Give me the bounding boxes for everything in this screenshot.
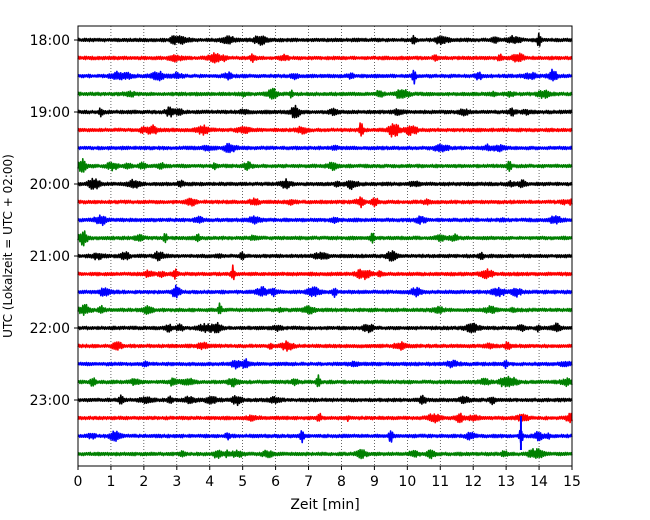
seismic-trace-2345 [77, 448, 573, 460]
x-tick-label: 9 [370, 474, 379, 490]
seismic-trace-1900 [77, 104, 573, 119]
seismic-trace-1815 [77, 52, 573, 64]
x-tick-label: 13 [497, 474, 515, 490]
x-tick-label: 4 [205, 474, 214, 490]
seismic-trace-1830 [77, 68, 573, 85]
seismic-trace-2000 [77, 177, 573, 191]
seismic-trace-2330 [77, 429, 573, 444]
seismic-trace-2015 [77, 196, 573, 209]
plot-frame [77, 25, 573, 467]
seismic-trace-2030 [77, 214, 573, 227]
seismic-trace-1845 [77, 87, 573, 100]
x-tick-label: 11 [431, 474, 449, 490]
seismic-trace-2045 [77, 230, 573, 247]
x-tick-label: 0 [74, 474, 83, 490]
x-tick-label: 14 [530, 474, 548, 490]
y-tick-label: 20:00 [30, 177, 70, 193]
y-axis-label: UTC (Lokalzeit = UTC + 02:00) [1, 154, 15, 338]
x-tick-label: 1 [106, 474, 115, 490]
seismic-trace-2145 [77, 302, 573, 316]
x-tick-label: 10 [398, 474, 416, 490]
x-tick-label: 12 [464, 474, 482, 490]
seismic-trace-2230 [77, 358, 573, 370]
y-tick-label: 23:00 [30, 393, 70, 409]
y-tick-label: 22:00 [30, 321, 70, 337]
seismic-trace-2200 [77, 321, 573, 334]
seismic-trace-2215 [77, 340, 573, 352]
seismic-trace-1930 [77, 142, 573, 154]
x-tick-label: 5 [238, 474, 247, 490]
seismic-trace-2300 [77, 394, 573, 407]
seismic-trace-2130 [77, 284, 573, 299]
x-tick-label: 6 [271, 474, 280, 490]
x-tick-label: 7 [304, 474, 313, 490]
seismic-traces [77, 32, 573, 460]
x-axis-ticks: 0 1 2 3 4 5 6 7 8 9 10 11 12 13 14 15 [74, 466, 581, 490]
seismic-trace-1800 [77, 32, 573, 47]
y-tick-label: 19:00 [30, 105, 70, 121]
seismic-trace-1915 [77, 122, 573, 138]
x-axis-label: Zeit [min] [290, 497, 359, 513]
seismic-trace-1945 [77, 158, 573, 173]
x-tick-label: 8 [337, 474, 346, 490]
x-tick-label: 2 [139, 474, 148, 490]
x-tick-label: 15 [563, 474, 581, 490]
seismic-trace-2115 [77, 264, 573, 281]
y-tick-label: 18:00 [30, 33, 70, 49]
seismic-trace-2315 [77, 412, 573, 424]
y-tick-label: 21:00 [30, 249, 70, 265]
grid-lines [110, 26, 540, 466]
seismic-trace-2245 [77, 374, 573, 388]
x-tick-label: 3 [172, 474, 181, 490]
seismic-trace-2100 [77, 250, 573, 262]
y-axis-ticks: 18:00 19:00 20:00 21:00 22:00 23:00 [30, 33, 78, 409]
